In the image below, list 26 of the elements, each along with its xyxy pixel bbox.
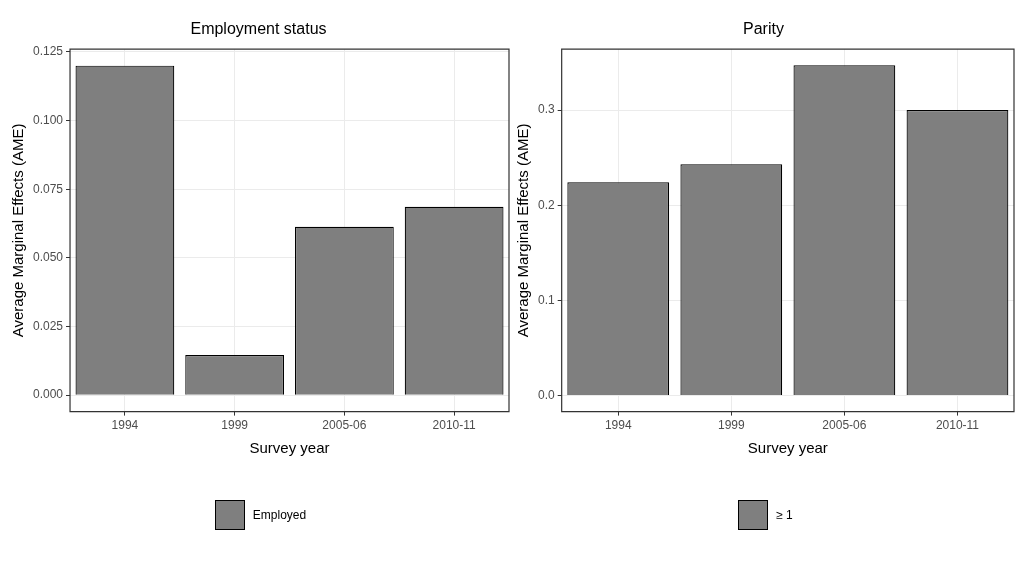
y-tick-label: 0.2 [537,197,555,212]
y-tick-label: 0.100 [33,112,64,127]
x-tick-label: 2010-11 [935,418,980,433]
text: Employed [252,508,307,522]
x-tick-label: 1994 [604,418,632,433]
y-axis-title: Average Marginal Effects (AME) [514,123,532,338]
y-tick-label: 0.025 [33,318,64,333]
text: ≥ 1 [776,508,793,522]
y-tick-label: 0.050 [33,250,64,265]
chart-title: Parity [743,20,784,38]
y-tick-label: 0.075 [33,181,64,196]
x-axis-title: Survey year [249,439,330,457]
y-tick-label: 0.000 [33,387,64,402]
y-tick-label: 0.0 [537,387,555,402]
chart-title: Employment status [190,20,327,38]
x-tick-label: 1999 [717,418,745,433]
x-tick-label: 2010-11 [432,418,477,433]
y-tick-label: 0.125 [33,44,64,59]
x-tick-label: 1999 [221,418,249,433]
y-tick-label: 0.3 [537,102,555,117]
y-tick-label: 0.1 [537,292,555,307]
x-tick-label: 2005-06 [322,418,367,433]
x-tick-label: 2005-06 [822,418,867,433]
x-tick-label: 1994 [111,418,139,433]
x-axis-title: Survey year [747,439,828,457]
y-axis-title: Average Marginal Effects (AME) [9,123,27,338]
